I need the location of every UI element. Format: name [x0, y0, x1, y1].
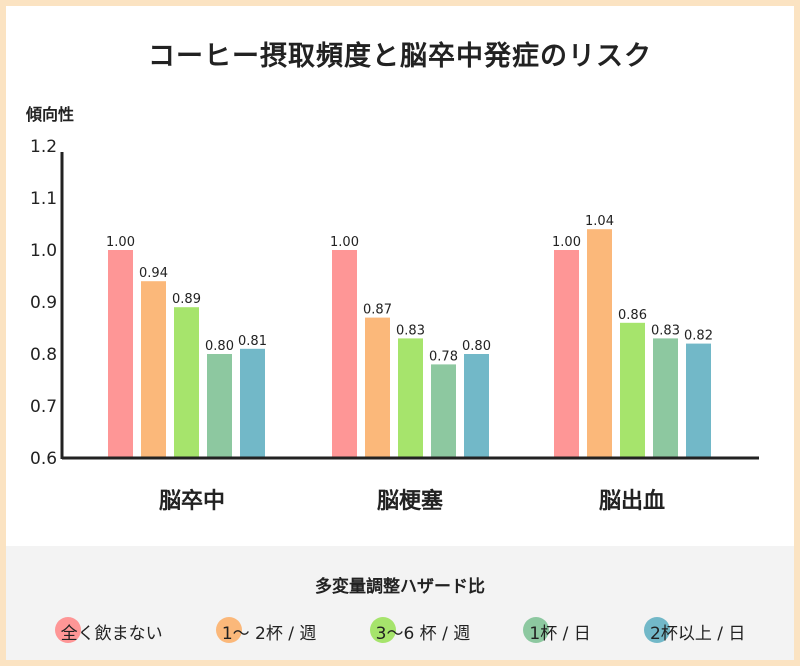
x-category-label: 脳出血	[599, 488, 665, 514]
bar-value-label: 0.80	[462, 339, 491, 354]
bar-value-label: 1.00	[552, 235, 581, 250]
legend-item: 全く飲まない	[54, 616, 163, 646]
bar-value-label: 1.00	[106, 235, 135, 250]
legend-panel: 多変量調整ハザード比 全く飲まない 1〜 2杯 / 週 3〜6 杯 / 週 1杯 / …	[6, 546, 794, 660]
y-tick-label: 0.7	[30, 397, 57, 417]
bar-value-label: 0.83	[396, 323, 425, 338]
chart-title: コーヒー摂取頻度と脳卒中発症のリスク	[148, 41, 652, 72]
bar-value-label: 1.00	[330, 235, 359, 250]
legend-label: 2杯以上 / 日	[650, 623, 746, 644]
y-tick-label: 1.2	[30, 137, 57, 157]
x-category-label: 脳梗塞	[377, 488, 444, 514]
y-tick-label: 1.0	[30, 241, 57, 261]
bar	[207, 354, 232, 458]
bar-value-label: 0.82	[684, 329, 713, 344]
bar	[108, 250, 133, 458]
legend: 全く飲まない 1〜 2杯 / 週 3〜6 杯 / 週 1杯 / 日 2杯以上 / 日	[6, 616, 794, 646]
bar	[174, 307, 199, 458]
bar-value-label: 0.83	[651, 323, 680, 338]
bar	[620, 322, 645, 458]
y-tick-label: 1.1	[30, 189, 57, 209]
legend-item: 1杯 / 日	[523, 616, 591, 646]
y-tick-label: 0.9	[30, 293, 57, 313]
bar-value-label: 0.87	[363, 303, 392, 318]
y-tick-label: 0.6	[30, 449, 57, 469]
bar	[686, 343, 711, 458]
bar-value-label: 0.80	[205, 339, 234, 354]
bar	[431, 364, 456, 458]
legend-label: 全く飲まない	[60, 623, 163, 644]
bar-value-label: 0.86	[618, 308, 647, 323]
legend-item: 1〜 2杯 / 週	[215, 616, 317, 646]
legend-swatch	[644, 617, 670, 643]
bar	[141, 281, 166, 458]
bar-chart: 0.6 0.7 0.8 0.9 1.0 1.1 1.2 1.00 0.94 0.89 0.80 0.…	[30, 137, 759, 514]
legend-item: 2杯以上 / 日	[644, 616, 745, 646]
bar	[587, 229, 612, 458]
bar-value-label: 0.81	[238, 334, 267, 349]
bar	[554, 250, 579, 458]
legend-swatch	[54, 617, 81, 643]
legend-swatch	[369, 617, 396, 643]
bar	[398, 338, 423, 458]
bar-value-label: 0.89	[172, 292, 201, 307]
legend-swatch	[523, 617, 550, 643]
legend-swatch	[215, 617, 242, 643]
bar	[464, 354, 489, 458]
bar	[653, 338, 678, 458]
bar	[365, 317, 390, 458]
y-tick-label: 0.8	[30, 345, 57, 365]
chart-card: コーヒー摂取頻度と脳卒中発症のリスク 傾向性 0.6 0.7 0.8 0.9 1.0 1.…	[6, 6, 794, 660]
legend-label: 3〜6 杯 / 週	[375, 623, 471, 644]
bar	[332, 250, 357, 458]
y-axis-title: 傾向性	[26, 105, 75, 124]
legend-label: 1杯 / 日	[529, 623, 591, 644]
bar	[240, 348, 265, 458]
bar-value-label: 1.04	[585, 214, 614, 229]
bar-value-label: 0.78	[429, 349, 458, 364]
x-category-label: 脳卒中	[159, 488, 225, 514]
legend-label: 1〜 2杯 / 週	[221, 623, 317, 644]
bar-value-label: 0.94	[139, 266, 168, 281]
legend-title: 多変量調整ハザード比	[315, 577, 485, 597]
legend-item: 3〜6 杯 / 週	[369, 616, 471, 646]
